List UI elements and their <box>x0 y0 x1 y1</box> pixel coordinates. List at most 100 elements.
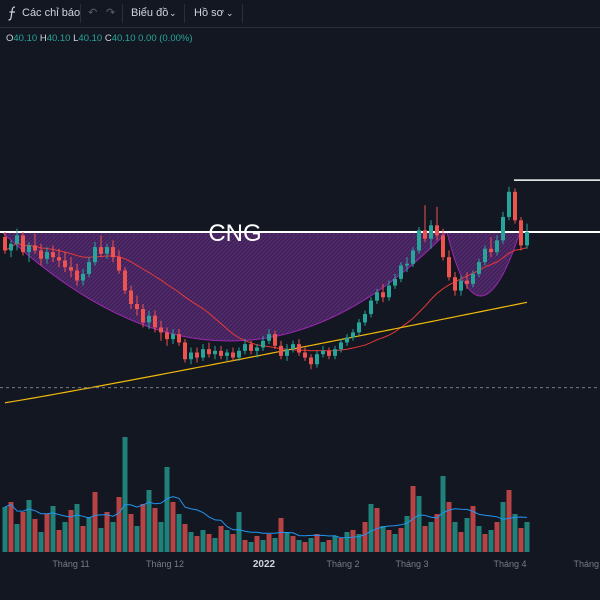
volume-bar <box>326 540 332 552</box>
high-value: 40.10 <box>46 33 71 44</box>
volume-bar <box>236 512 242 552</box>
handle-shape <box>446 231 521 297</box>
volume-bar <box>242 540 248 552</box>
volume-bar <box>476 526 482 552</box>
price-chart[interactable]: Tháng 11 Tháng 12 2022 Tháng 2 Tháng 3 Tháng … <box>0 28 600 600</box>
volume-bar <box>332 536 338 552</box>
volume-bar <box>284 532 290 552</box>
volume-bar <box>356 534 362 552</box>
ma-fast-line <box>4 242 528 352</box>
volume-bar <box>428 522 434 552</box>
candle-body <box>441 235 445 258</box>
candle-body <box>195 352 199 358</box>
undo-icon[interactable]: ↶ <box>88 7 98 19</box>
volume-bar <box>392 534 398 552</box>
candle-body <box>309 357 313 365</box>
volume-bar <box>206 534 212 552</box>
volume-bar <box>308 538 314 552</box>
time-axis-label: Tháng 3 <box>395 559 428 569</box>
time-axis-label: Tháng 4 <box>493 559 526 569</box>
chevron-down-icon[interactable]: ⌄ <box>169 8 177 18</box>
volume-bar <box>152 508 158 552</box>
volume-bar <box>44 514 50 552</box>
candle-body <box>465 280 469 284</box>
volume-bar <box>362 522 368 552</box>
time-axis-layer: Tháng 11 Tháng 12 2022 Tháng 2 Tháng 3 Tháng … <box>52 559 600 570</box>
candle-body <box>369 300 373 315</box>
volume-bar <box>218 526 224 552</box>
volume-bar <box>254 536 260 552</box>
volume-bar <box>128 514 134 552</box>
candle-body <box>459 280 463 291</box>
redo-icon[interactable]: ↷ <box>106 7 116 19</box>
candle-body <box>285 349 289 356</box>
volume-bar <box>50 506 56 552</box>
candle-body <box>345 337 349 343</box>
chart-type-button[interactable]: Biểu đồ <box>131 7 169 19</box>
candle-body <box>327 350 331 356</box>
volume-bar <box>92 492 98 552</box>
volume-bar <box>248 542 254 552</box>
candle-body <box>69 267 73 271</box>
volume-bar <box>224 530 230 552</box>
candle-body <box>237 350 241 358</box>
volume-bar <box>68 510 74 552</box>
volume-bar <box>524 522 530 552</box>
candle-body <box>351 332 355 338</box>
volume-bar <box>170 502 176 552</box>
volume-bar <box>140 504 146 552</box>
volume-bar <box>194 536 200 552</box>
volume-bar <box>374 508 380 552</box>
ohlc-legend: O40.10 H40.10 L40.10 C40.10 0.00 (0.00%) <box>6 33 193 44</box>
candle-body <box>333 349 337 356</box>
candle-body <box>429 225 433 239</box>
candle-body <box>507 191 511 217</box>
profile-button[interactable]: Hồ sơ <box>194 7 224 19</box>
volume-bar <box>56 530 62 552</box>
candle-body <box>393 278 397 286</box>
candle-body <box>63 260 67 268</box>
time-axis-label: Tháng 12 <box>146 559 184 569</box>
candle-body <box>123 270 127 291</box>
candle-body <box>453 277 457 291</box>
volume-bar <box>458 532 464 552</box>
volume-bar <box>116 497 122 552</box>
moving-average-layer <box>0 179 600 404</box>
volume-bar <box>320 542 326 552</box>
candle-body <box>489 248 493 253</box>
candles-layer <box>3 186 529 370</box>
volume-bar <box>26 500 32 552</box>
volume-bar <box>74 504 80 552</box>
candle-body <box>51 252 55 258</box>
candle-body <box>501 216 505 241</box>
candle-body <box>207 349 211 355</box>
indicators-button[interactable]: Các chỉ báo <box>22 7 81 19</box>
volume-bar <box>464 518 470 552</box>
fx-icon[interactable] <box>6 0 20 27</box>
candle-body <box>477 262 481 274</box>
candle-body <box>111 247 115 258</box>
candle-body <box>219 350 223 356</box>
open-value: 40.10 <box>13 33 38 44</box>
cup-shape <box>0 231 449 342</box>
candle-body <box>21 235 25 253</box>
volume-bar <box>506 490 512 552</box>
volume-bar <box>302 542 308 552</box>
volume-bar <box>386 530 392 552</box>
candle-body <box>75 270 79 281</box>
volume-bar <box>368 504 374 552</box>
volume-bar <box>416 496 422 552</box>
candle-body <box>405 263 409 266</box>
candle-body <box>27 245 31 253</box>
chevron-down-icon[interactable]: ⌄ <box>226 8 234 18</box>
volume-bar <box>146 490 152 552</box>
symbol-label: CNG <box>208 220 261 247</box>
candle-body <box>147 315 151 323</box>
candle-body <box>93 247 97 263</box>
volume-bar <box>86 517 92 552</box>
candle-body <box>213 350 217 355</box>
time-axis-label: Tháng 2 <box>326 559 359 569</box>
volume-layer <box>2 437 530 552</box>
volume-bar <box>98 528 104 552</box>
volume-bar <box>212 538 218 552</box>
